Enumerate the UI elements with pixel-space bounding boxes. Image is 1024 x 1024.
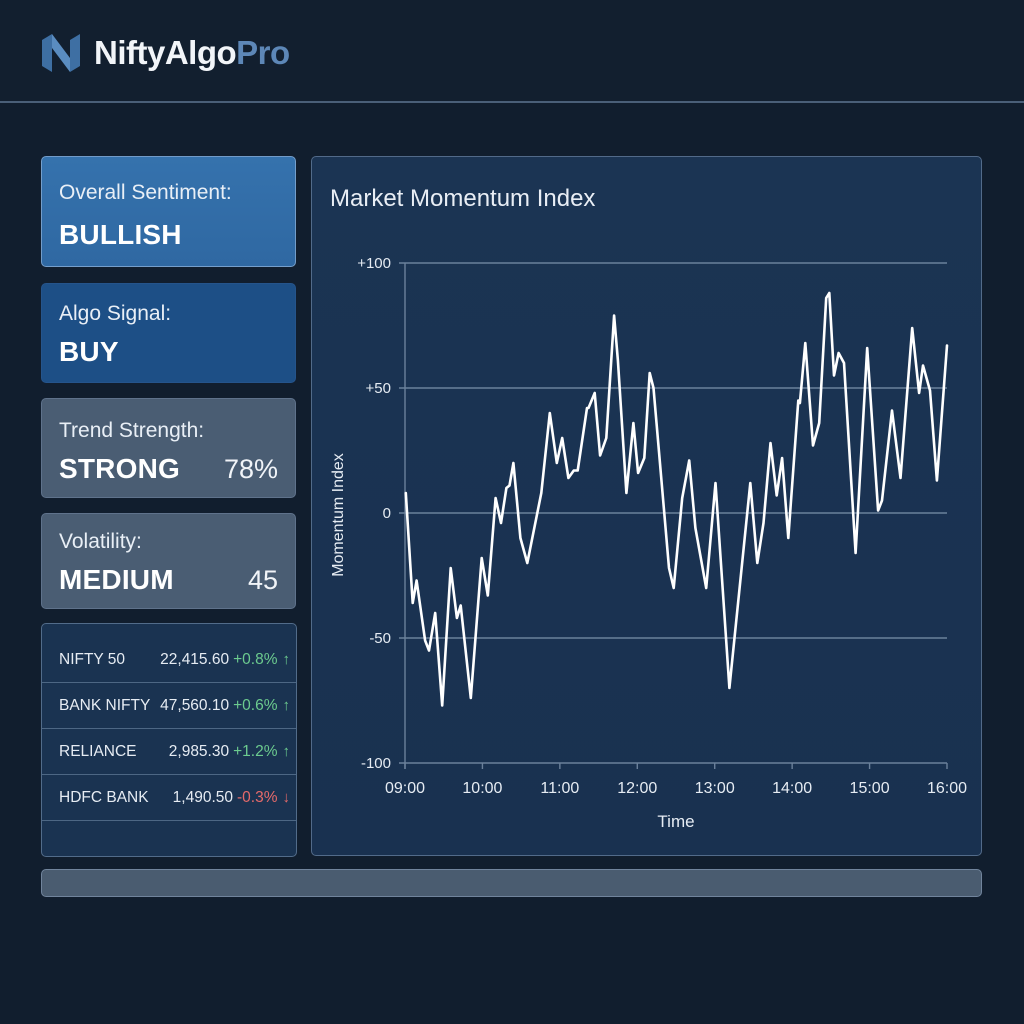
ticker-row[interactable]: BANK NIFTY 47,560.10 +0.6% ↑ [42,683,296,729]
ticker-row[interactable]: RELIANCE 2,985.30 +1.2% ↑ [42,729,296,775]
market-ticker-list: NIFTY 50 22,415.60 +0.8% ↑ BANK NIFTY 47… [41,623,297,857]
y-tick-label: +50 [366,380,391,397]
sentiment-value: BULLISH [59,219,182,250]
ticker-symbol: RELIANCE [59,742,137,760]
ticker-symbol: HDFC BANK [59,788,149,806]
algo-signal-value: BUY [59,336,119,367]
y-tick-label: -50 [369,630,391,647]
ticker-change: +0.6% [233,696,278,714]
ticker-price: 22,415.60 [160,650,230,668]
x-tick-label: 11:00 [540,780,579,797]
x-tick-label: 12:00 [617,780,657,797]
ticker-price: 2,985.30 [168,742,230,760]
n-chevron-logo-icon [42,34,80,72]
status-bar [41,869,982,897]
volatility-card: Volatility: MEDIUM 45 [41,513,296,609]
trend-strength-label: Trend Strength: [59,419,205,442]
brand-name: NiftyAlgoPro [94,34,290,72]
arrow-up-icon: ↑ [282,651,291,668]
trend-strength-value: STRONG [59,453,180,484]
ticker-price: 47,560.10 [160,696,230,714]
trend-strength-percent: 78% [223,454,278,484]
y-tick-label: +100 [357,255,391,272]
x-tick-label: 14:00 [772,780,812,797]
ticker-row[interactable]: HDFC BANK 1,490.50 -0.3% ↓ [42,775,296,821]
momentum-line-chart[interactable]: +100 +50 0 -50 -100 09:00 10:00 11:00 12:00 13:00… [312,157,983,857]
y-tick-label: -100 [361,755,391,772]
y-axis-label: Momentum Index [330,453,347,577]
sentiment-label: Overall Sentiment: [59,181,232,204]
x-tick-label: 15:00 [850,780,890,797]
ticker-change: +1.2% [233,742,278,760]
y-tick-label: 0 [383,505,391,522]
x-tick-label: 16:00 [927,780,967,797]
volatility-score: 45 [247,565,278,595]
x-tick-label: 13:00 [695,780,735,797]
momentum-chart-panel: Market Momentum Index +100 +50 0 -50 -100 09:… [311,156,982,856]
ticker-symbol: NIFTY 50 [59,650,126,668]
ticker-price: 1,490.50 [172,788,233,806]
volatility-value: MEDIUM [59,564,174,595]
momentum-series-line [404,291,949,707]
volatility-label: Volatility: [59,530,142,553]
brand-primary: NiftyAlgo [94,34,237,71]
app-header: NiftyAlgoPro [0,0,1024,103]
ticker-row[interactable]: NIFTY 50 22,415.60 +0.8% ↑ [42,624,296,683]
ticker-symbol: BANK NIFTY [59,696,151,714]
brand-accent: Pro [236,34,290,71]
arrow-down-icon: ↓ [282,789,291,806]
algo-signal-card: Algo Signal: BUY [41,283,296,383]
x-axis-label: Time [657,812,694,831]
arrow-up-icon: ↑ [282,743,291,760]
ticker-change: -0.3% [237,788,278,806]
sentiment-card: Overall Sentiment: BULLISH [41,156,296,267]
x-tick-label: 09:00 [385,780,425,797]
ticker-change: +0.8% [233,650,278,668]
brand-logo[interactable]: NiftyAlgoPro [40,32,290,74]
x-tick-label: 10:00 [462,780,502,797]
algo-signal-label: Algo Signal: [59,302,172,325]
arrow-up-icon: ↑ [282,697,291,714]
chart-title: Market Momentum Index [330,185,596,212]
trend-strength-card: Trend Strength: STRONG 78% [41,398,296,498]
